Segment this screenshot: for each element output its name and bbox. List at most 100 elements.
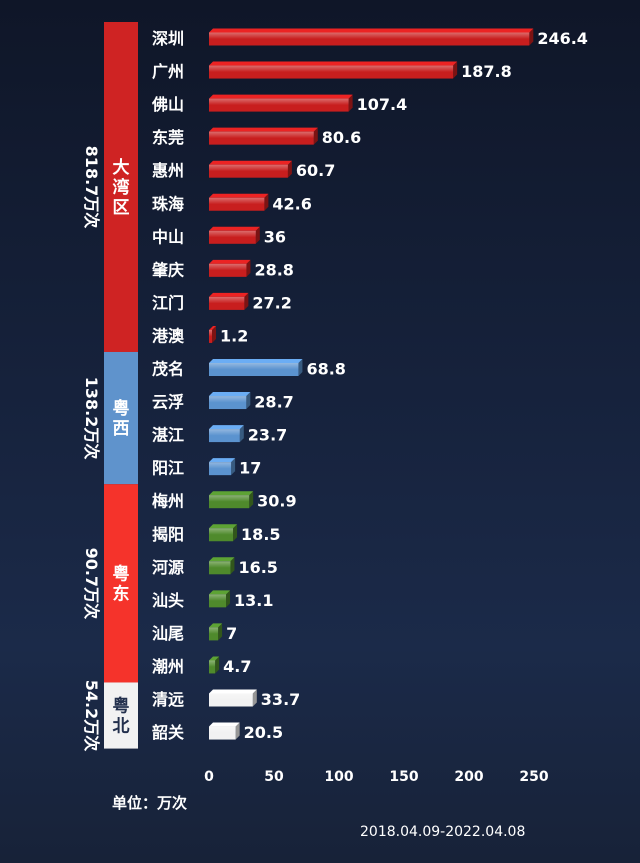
bar-side [529,28,534,46]
category-label: 湛江 [152,426,184,445]
bar-side [215,656,220,674]
bar-highlight [209,396,247,403]
value-label: 30.9 [257,492,296,511]
value-label: 246.4 [537,29,588,48]
category-label: 韶关 [152,723,184,742]
value-label: 68.8 [306,360,345,379]
bar-highlight [209,660,216,667]
bar-highlight [209,627,219,634]
category-label: 港澳 [152,326,185,345]
bar-side [235,722,240,740]
region-name: 湾 [113,177,130,198]
bar-side [246,392,251,410]
bar-top [209,292,249,297]
bar-top [209,226,260,231]
value-label: 4.7 [223,657,251,676]
value-label: 28.8 [254,260,293,279]
x-axis: 0 50 100 150 200 250 [204,769,549,785]
bar-highlight [209,726,236,734]
bar-side [287,160,292,178]
x-tick-label: 200 [454,769,483,785]
bar-side [252,689,257,707]
region-name: 粤 [113,696,130,717]
bar-top [209,127,318,132]
category-label: 河源 [152,558,184,577]
value-label: 42.6 [272,194,311,213]
bar-row: 揭阳 18.5 [152,524,281,544]
category-label: 茂名 [152,360,184,379]
value-label: 36 [264,227,286,246]
x-tick-label: 100 [324,769,353,785]
region-band-fill [104,351,138,485]
bar-highlight [209,65,454,73]
bar-highlight [209,296,245,304]
region-name: 粤 [113,563,130,584]
region-name: 大 [113,157,130,178]
value-label: 28.7 [254,393,293,412]
bar-row: 河源 16.5 [152,557,278,577]
bar-row: 肇庆 28.8 [151,259,294,279]
category-label: 阳江 [152,459,184,478]
bar-top [209,392,251,397]
value-label: 33.7 [261,690,300,709]
region-band-fill [104,484,138,683]
bar-highlight [209,32,530,39]
value-label: 23.7 [248,426,287,445]
bar-top [209,458,236,463]
bar-row: 东莞 80.6 [152,127,361,147]
category-label: 梅州 [152,492,184,511]
category-label: 佛山 [151,95,184,114]
bar-top [209,94,353,99]
bar-side [249,491,254,509]
bars-layer: 深圳 246.4 广州 187.8 佛山 107.4 东莞 80.6 惠州 60.7 珠海 42.6 中… [151,28,588,742]
date-range: 2018.04.09-2022.04.08 [360,824,525,840]
region-band: 粤东 90.7万次 [82,484,138,683]
bar-top [209,524,238,529]
category-label: 揭阳 [152,525,184,544]
region-name: 粤 [113,398,130,419]
bar-row: 阳江 17 [152,458,261,478]
bar-highlight [209,329,212,337]
bar-row: 汕头 13.1 [152,590,274,610]
bar-row: 湛江 23.7 [152,425,287,445]
value-label: 1.2 [220,326,248,345]
bar-highlight [209,429,240,436]
x-tick-label: 150 [389,769,418,785]
bar-highlight [209,263,247,271]
bar-highlight [209,495,250,502]
bar-top [209,656,220,661]
bar-side [255,226,260,244]
bar-side [226,590,231,608]
x-tick-label: 250 [519,769,548,785]
bar-row: 中山 36 [152,226,286,246]
bar-top [209,193,269,198]
bar-highlight [209,98,349,106]
value-label: 20.5 [244,723,283,742]
bar-row: 茂名 68.8 [152,359,346,379]
region-total: 138.2万次 [82,377,101,460]
region-name: 北 [113,717,130,737]
bar-row: 云浮 28.7 [152,392,294,412]
bar-top [209,61,458,66]
region-band: 大湾区 818.7万次 [82,22,138,352]
bar-top [209,325,216,330]
bar-side [246,259,251,277]
bar-row: 潮州 4.7 [152,656,251,676]
bar-side [453,61,458,79]
category-label: 惠州 [152,161,184,180]
bar-side [233,524,238,542]
bar-side [313,127,318,145]
category-label: 肇庆 [151,260,184,279]
bar-row: 清远 33.7 [152,689,300,709]
category-label: 云浮 [152,393,184,412]
bar-top [209,623,223,628]
bar-row: 深圳 246.4 [152,28,588,48]
bar-row: 韶关 20.5 [152,722,283,742]
category-label: 汕头 [152,591,184,610]
bar-row: 梅州 30.9 [152,491,297,511]
value-label: 17 [239,459,261,478]
bar-highlight [209,528,234,535]
x-tick-label: 0 [204,769,214,785]
category-label: 潮州 [152,657,184,676]
